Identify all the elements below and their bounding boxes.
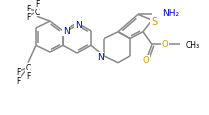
Text: F: F — [26, 13, 30, 22]
Text: N: N — [97, 53, 103, 62]
Text: N: N — [75, 20, 81, 29]
Text: C: C — [25, 63, 31, 72]
Text: F: F — [16, 76, 20, 85]
Text: F: F — [26, 5, 30, 14]
Text: C: C — [34, 8, 40, 17]
Text: N: N — [63, 27, 69, 36]
Text: O: O — [143, 56, 149, 65]
Text: S: S — [151, 17, 157, 27]
Text: O: O — [162, 40, 168, 48]
Text: F: F — [26, 71, 30, 80]
Text: F: F — [35, 0, 39, 9]
Text: NH₂: NH₂ — [162, 9, 179, 18]
Text: CH₃: CH₃ — [186, 40, 200, 49]
Text: F: F — [16, 67, 20, 76]
